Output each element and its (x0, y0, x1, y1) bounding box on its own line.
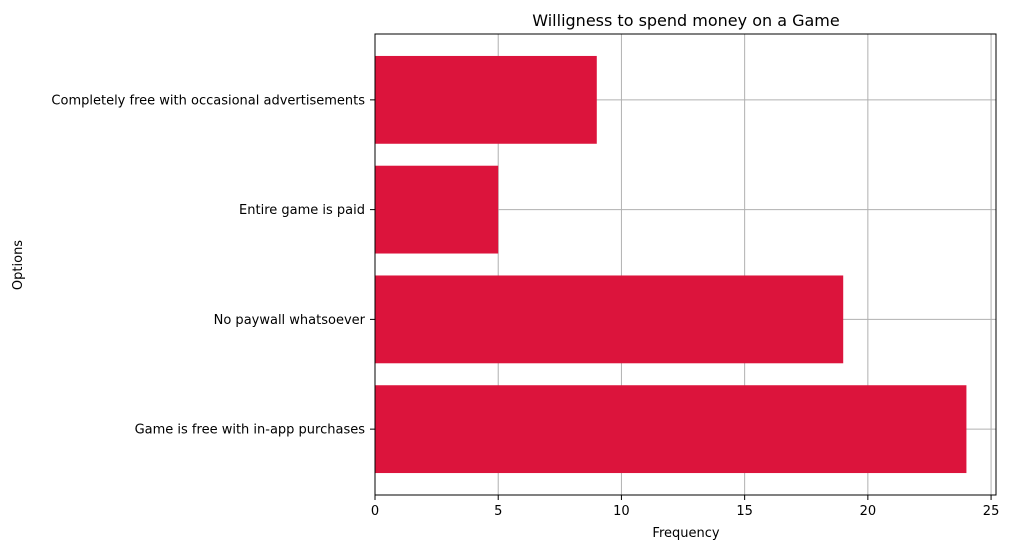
x-tick-label: 0 (371, 504, 379, 519)
bars-layer (375, 55, 967, 474)
y-tick-label: No paywall whatsoever (214, 313, 366, 328)
plot-frame (374, 33, 997, 496)
bar (375, 385, 967, 474)
x-tick-label: 25 (983, 504, 1000, 519)
x-tick-label: 20 (860, 504, 877, 519)
x-tick-label: 15 (736, 504, 753, 519)
x-tick-label: 5 (494, 504, 502, 519)
x-tick-label: 10 (613, 504, 630, 519)
x-axis-label: Frequency (652, 526, 719, 541)
bar (375, 165, 499, 254)
y-tick-label: Completely free with occasional advertis… (51, 93, 365, 108)
y-tick-label: Entire game is paid (239, 203, 365, 218)
y-axis-label: Options (11, 240, 26, 290)
y-tick-label: Game is free with in-app purchases (135, 423, 366, 438)
ticks-layer: 0 5 10 15 20 25 Game is free with in-app purch… (51, 93, 999, 519)
chart-title: Willigness to spend money on a Game (532, 11, 839, 30)
bar (375, 55, 597, 144)
bar (375, 275, 844, 364)
axes-layer (374, 33, 997, 496)
